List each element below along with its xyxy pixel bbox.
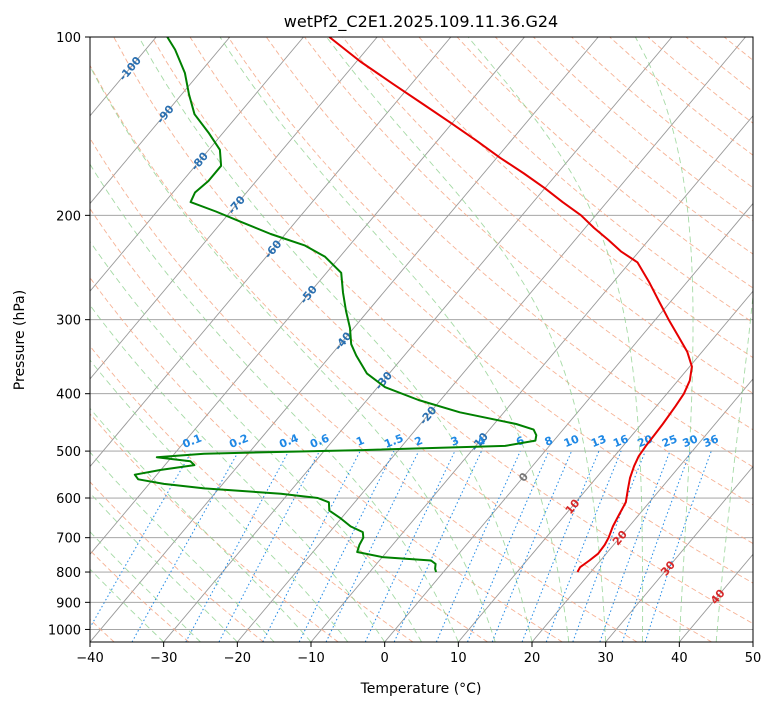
y-axis-label: Pressure (hPa)	[12, 290, 28, 390]
y-tick-label: 900	[56, 596, 81, 611]
x-axis-label: Temperature (°C)	[360, 681, 482, 697]
y-tick-label: 600	[56, 492, 81, 507]
x-tick-label: −10	[297, 651, 324, 666]
y-tick-label: 800	[56, 566, 81, 581]
x-tick-label: 50	[745, 651, 762, 666]
x-tick-label: 0	[381, 651, 389, 666]
y-tick-label: 1000	[48, 623, 81, 638]
y-tick-label: 400	[56, 388, 81, 403]
x-tick-label: 20	[524, 651, 541, 666]
chart-title: wetPf2_C2E1.2025.109.11.36.G24	[284, 12, 558, 32]
x-tick-label: 10	[450, 651, 467, 666]
x-tick-label: −30	[150, 651, 177, 666]
y-tick-label: 500	[56, 445, 81, 460]
x-tick-label: 40	[671, 651, 688, 666]
y-tick-label: 300	[56, 314, 81, 329]
y-tick-label: 200	[56, 209, 81, 224]
y-tick-label: 100	[56, 31, 81, 46]
y-tick-label: 700	[56, 532, 81, 547]
x-tick-label: 30	[597, 651, 614, 666]
x-tick-label: −20	[224, 651, 251, 666]
x-tick-label: −40	[76, 651, 103, 666]
